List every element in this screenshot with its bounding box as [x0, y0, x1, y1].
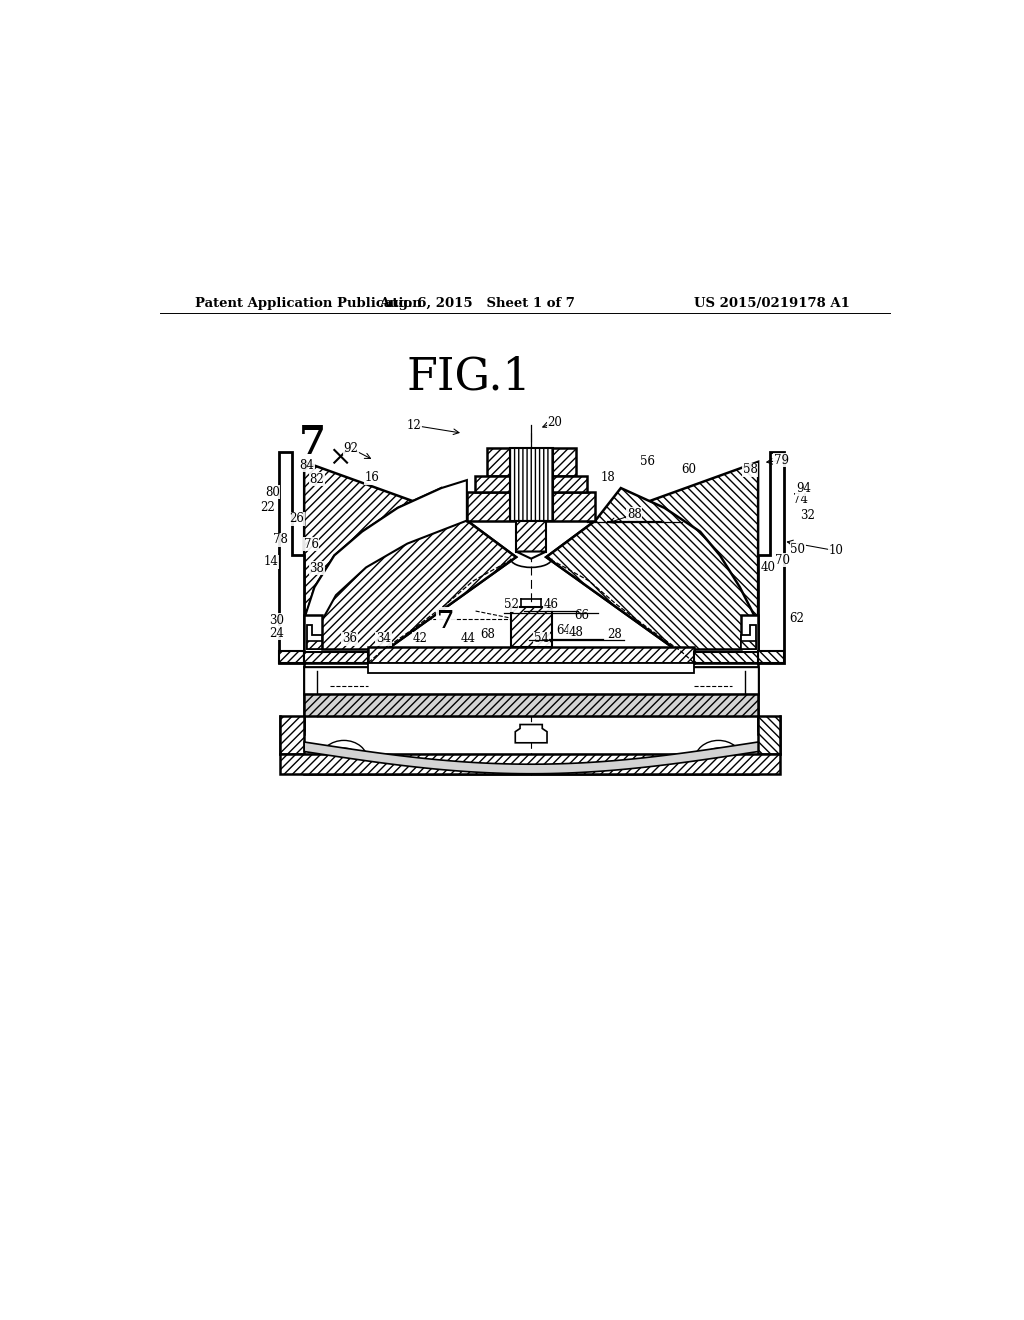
- Polygon shape: [279, 453, 304, 663]
- Text: 54: 54: [534, 632, 549, 645]
- Text: 7: 7: [299, 424, 326, 462]
- Text: 79: 79: [774, 454, 788, 467]
- Text: 82: 82: [309, 473, 325, 486]
- Polygon shape: [299, 480, 467, 663]
- Text: 7: 7: [437, 609, 454, 632]
- Polygon shape: [694, 615, 758, 663]
- Text: 74: 74: [794, 494, 809, 507]
- Text: 70: 70: [775, 554, 791, 566]
- Polygon shape: [694, 652, 758, 663]
- Text: 80: 80: [265, 486, 280, 499]
- Polygon shape: [475, 477, 587, 492]
- Text: 24: 24: [269, 627, 284, 640]
- Text: 94: 94: [796, 482, 811, 495]
- Text: 78: 78: [273, 533, 288, 546]
- Text: 56: 56: [640, 455, 654, 469]
- Polygon shape: [740, 642, 756, 649]
- Text: 34: 34: [376, 632, 391, 645]
- Text: 44: 44: [460, 632, 475, 645]
- Text: 16: 16: [365, 471, 380, 484]
- Text: 22: 22: [260, 502, 275, 515]
- Text: 64: 64: [556, 624, 571, 638]
- Text: 66: 66: [574, 609, 590, 622]
- Text: 84: 84: [299, 458, 314, 471]
- Polygon shape: [516, 552, 546, 558]
- Polygon shape: [304, 667, 758, 693]
- Polygon shape: [304, 652, 369, 663]
- Text: 26: 26: [290, 512, 304, 525]
- Polygon shape: [281, 715, 304, 754]
- Text: 12: 12: [407, 418, 421, 432]
- Text: 50: 50: [791, 543, 805, 556]
- Polygon shape: [467, 492, 595, 520]
- Text: 88: 88: [627, 508, 642, 520]
- Text: Aug. 6, 2015   Sheet 1 of 7: Aug. 6, 2015 Sheet 1 of 7: [379, 297, 575, 310]
- Text: 20: 20: [548, 416, 562, 429]
- Text: 92: 92: [344, 442, 358, 455]
- Text: Patent Application Publication: Patent Application Publication: [196, 297, 422, 310]
- Text: 18: 18: [601, 471, 615, 484]
- Polygon shape: [281, 754, 780, 774]
- Text: 10: 10: [828, 544, 844, 557]
- Text: 36: 36: [342, 632, 357, 645]
- Polygon shape: [306, 626, 322, 649]
- Polygon shape: [510, 449, 553, 520]
- Polygon shape: [740, 626, 756, 649]
- Polygon shape: [304, 693, 758, 715]
- Polygon shape: [304, 615, 369, 663]
- Polygon shape: [304, 742, 758, 774]
- Polygon shape: [304, 462, 516, 663]
- Text: 30: 30: [269, 614, 284, 627]
- Text: 76: 76: [304, 537, 318, 550]
- Text: 32: 32: [800, 510, 815, 523]
- Text: 58: 58: [742, 463, 758, 477]
- Text: 68: 68: [480, 628, 495, 642]
- Text: 14: 14: [263, 556, 279, 569]
- Text: 52: 52: [504, 598, 519, 611]
- Polygon shape: [515, 725, 547, 743]
- Polygon shape: [516, 520, 546, 552]
- Text: 42: 42: [413, 632, 427, 645]
- Polygon shape: [758, 453, 783, 663]
- Polygon shape: [304, 488, 516, 663]
- Polygon shape: [546, 462, 758, 663]
- Text: 38: 38: [309, 562, 325, 574]
- Polygon shape: [758, 715, 780, 754]
- Text: FIG.1: FIG.1: [407, 355, 531, 399]
- Text: 28: 28: [607, 628, 622, 642]
- Polygon shape: [369, 647, 694, 663]
- Polygon shape: [486, 449, 575, 477]
- Text: 48: 48: [569, 626, 584, 639]
- Text: 46: 46: [544, 598, 558, 611]
- Polygon shape: [511, 607, 552, 647]
- Polygon shape: [546, 488, 758, 663]
- Text: US 2015/0219178 A1: US 2015/0219178 A1: [694, 297, 850, 310]
- Text: 60: 60: [681, 463, 695, 477]
- Text: 62: 62: [790, 612, 805, 626]
- Text: 40: 40: [760, 561, 775, 574]
- Polygon shape: [369, 663, 694, 673]
- Polygon shape: [306, 642, 322, 649]
- Polygon shape: [279, 651, 304, 663]
- Polygon shape: [758, 651, 783, 663]
